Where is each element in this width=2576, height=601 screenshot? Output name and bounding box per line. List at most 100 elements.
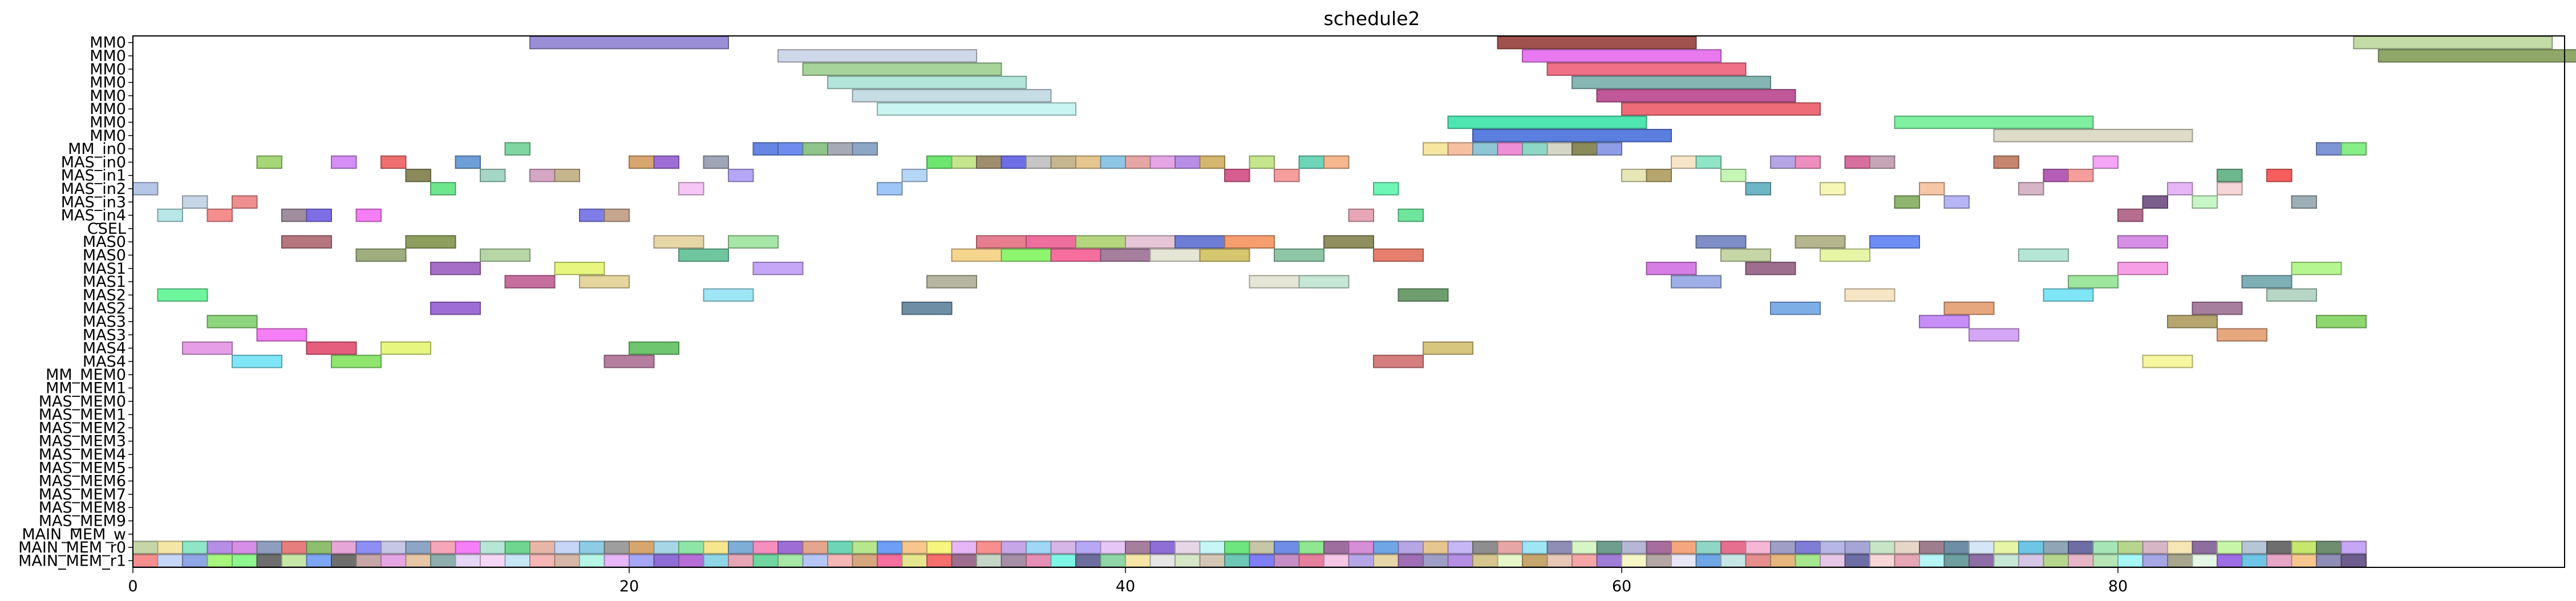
task-bar: [1199, 155, 1225, 169]
mem-read-bar: [355, 554, 382, 568]
task-bar: [1596, 142, 1622, 156]
task-bar: [1224, 235, 1275, 249]
mem-read-bar: [206, 541, 233, 554]
task-bar: [1323, 235, 1374, 249]
mem-read-bar: [529, 541, 556, 554]
mem-read-bar: [480, 541, 506, 554]
task-bar: [2266, 168, 2293, 182]
task-bar: [2316, 142, 2342, 156]
y-tick-label: MAS0: [83, 246, 126, 264]
task-bar: [1373, 355, 1424, 368]
task-bar: [430, 262, 481, 275]
mem-read-bar: [331, 554, 357, 568]
task-bar: [1174, 235, 1225, 249]
task-bar: [157, 208, 183, 222]
task-bar: [1993, 129, 2193, 143]
y-tick-label: MAS_MEM0: [39, 393, 126, 411]
task-bar: [380, 341, 431, 355]
mem-read-bar: [1571, 554, 1598, 568]
mem-read-bar: [1497, 541, 1523, 554]
mem-read-bar: [430, 541, 456, 554]
task-bar: [1943, 301, 1995, 315]
task-bar: [752, 142, 779, 156]
mem-read-bar: [777, 554, 804, 568]
task-bar: [1075, 235, 1126, 249]
task-bar: [703, 155, 729, 169]
task-bar: [1621, 102, 1821, 116]
task-bar: [504, 142, 530, 156]
mem-read-bar: [1001, 554, 1027, 568]
mem-read-bar: [504, 541, 530, 554]
task-bar: [1026, 155, 1052, 169]
mem-read-bar: [1100, 541, 1126, 554]
mem-read-bar: [157, 541, 183, 554]
task-bar: [1671, 155, 1697, 169]
task-bar: [877, 102, 1076, 116]
mem-read-bar: [1373, 554, 1399, 568]
task-bar: [1497, 142, 1523, 156]
task-bar: [777, 49, 977, 63]
mem-read-bar: [232, 541, 258, 554]
mem-read-bar: [1695, 541, 1722, 554]
task-bar: [1770, 301, 1821, 315]
mem-read-bar: [1745, 541, 1771, 554]
task-bars: [132, 35, 2576, 568]
mem-read-bar: [1993, 554, 2019, 568]
task-bar: [182, 341, 233, 355]
task-bar: [281, 235, 332, 249]
task-bar: [1373, 182, 1399, 196]
mem-read-bar: [1075, 554, 1101, 568]
y-tick-label: MAS3: [83, 326, 126, 344]
task-bar: [2217, 182, 2243, 196]
mem-read-bar: [653, 554, 679, 568]
task-bar: [306, 341, 357, 355]
task-bar: [976, 155, 1002, 169]
mem-read-bar: [678, 541, 704, 554]
task-bar: [405, 235, 456, 249]
task-bar: [2043, 168, 2069, 182]
mem-read-bar: [1423, 541, 1449, 554]
mem-read-bar: [554, 541, 580, 554]
task-bar: [2291, 262, 2342, 275]
task-bar: [1546, 62, 1747, 76]
x-tick-label: 0: [128, 578, 137, 595]
mem-read-bar: [2266, 541, 2293, 554]
task-bar: [1720, 248, 1771, 262]
task-bar: [2377, 49, 2576, 63]
task-bar: [1224, 168, 1250, 182]
mem-read-bar: [2068, 554, 2094, 568]
task-bar: [1646, 262, 1697, 275]
task-bar: [256, 155, 282, 169]
y-tick-label: MAS_MEM7: [39, 486, 126, 503]
mem-read-bar: [1522, 554, 1548, 568]
mem-read-bar: [1199, 554, 1225, 568]
task-bar: [2167, 182, 2193, 196]
task-bar: [430, 301, 481, 315]
task-bar: [752, 262, 804, 275]
y-tick-label: MAIN_MEM_r1: [18, 552, 126, 570]
y-tick-label: MAS4: [83, 353, 126, 371]
mem-read-bar: [2142, 541, 2168, 554]
task-bar: [2192, 195, 2218, 209]
task-bar: [728, 168, 754, 182]
task-bar: [1969, 328, 2019, 342]
task-bar: [1001, 155, 1027, 169]
mem-read-bar: [678, 554, 704, 568]
mem-read-bar: [1323, 541, 1350, 554]
mem-read-bar: [1348, 554, 1374, 568]
y-tick-label: MAIN_MEM_r0: [18, 539, 126, 557]
task-bar: [1869, 155, 1895, 169]
mem-read-bar: [1969, 554, 1995, 568]
task-bar: [2217, 168, 2243, 182]
y-tick-label: MAS_in3: [61, 193, 126, 211]
task-bar: [480, 248, 530, 262]
task-bar: [1149, 155, 1176, 169]
mem-read-bar: [629, 541, 655, 554]
mem-read-bar: [1249, 554, 1275, 568]
task-bar: [1298, 155, 1325, 169]
task-bar: [678, 182, 704, 196]
y-tick-label: MAS_MEM6: [39, 473, 126, 490]
mem-read-bar: [2340, 541, 2367, 554]
mem-read-bar: [901, 541, 927, 554]
task-bar: [2068, 168, 2094, 182]
